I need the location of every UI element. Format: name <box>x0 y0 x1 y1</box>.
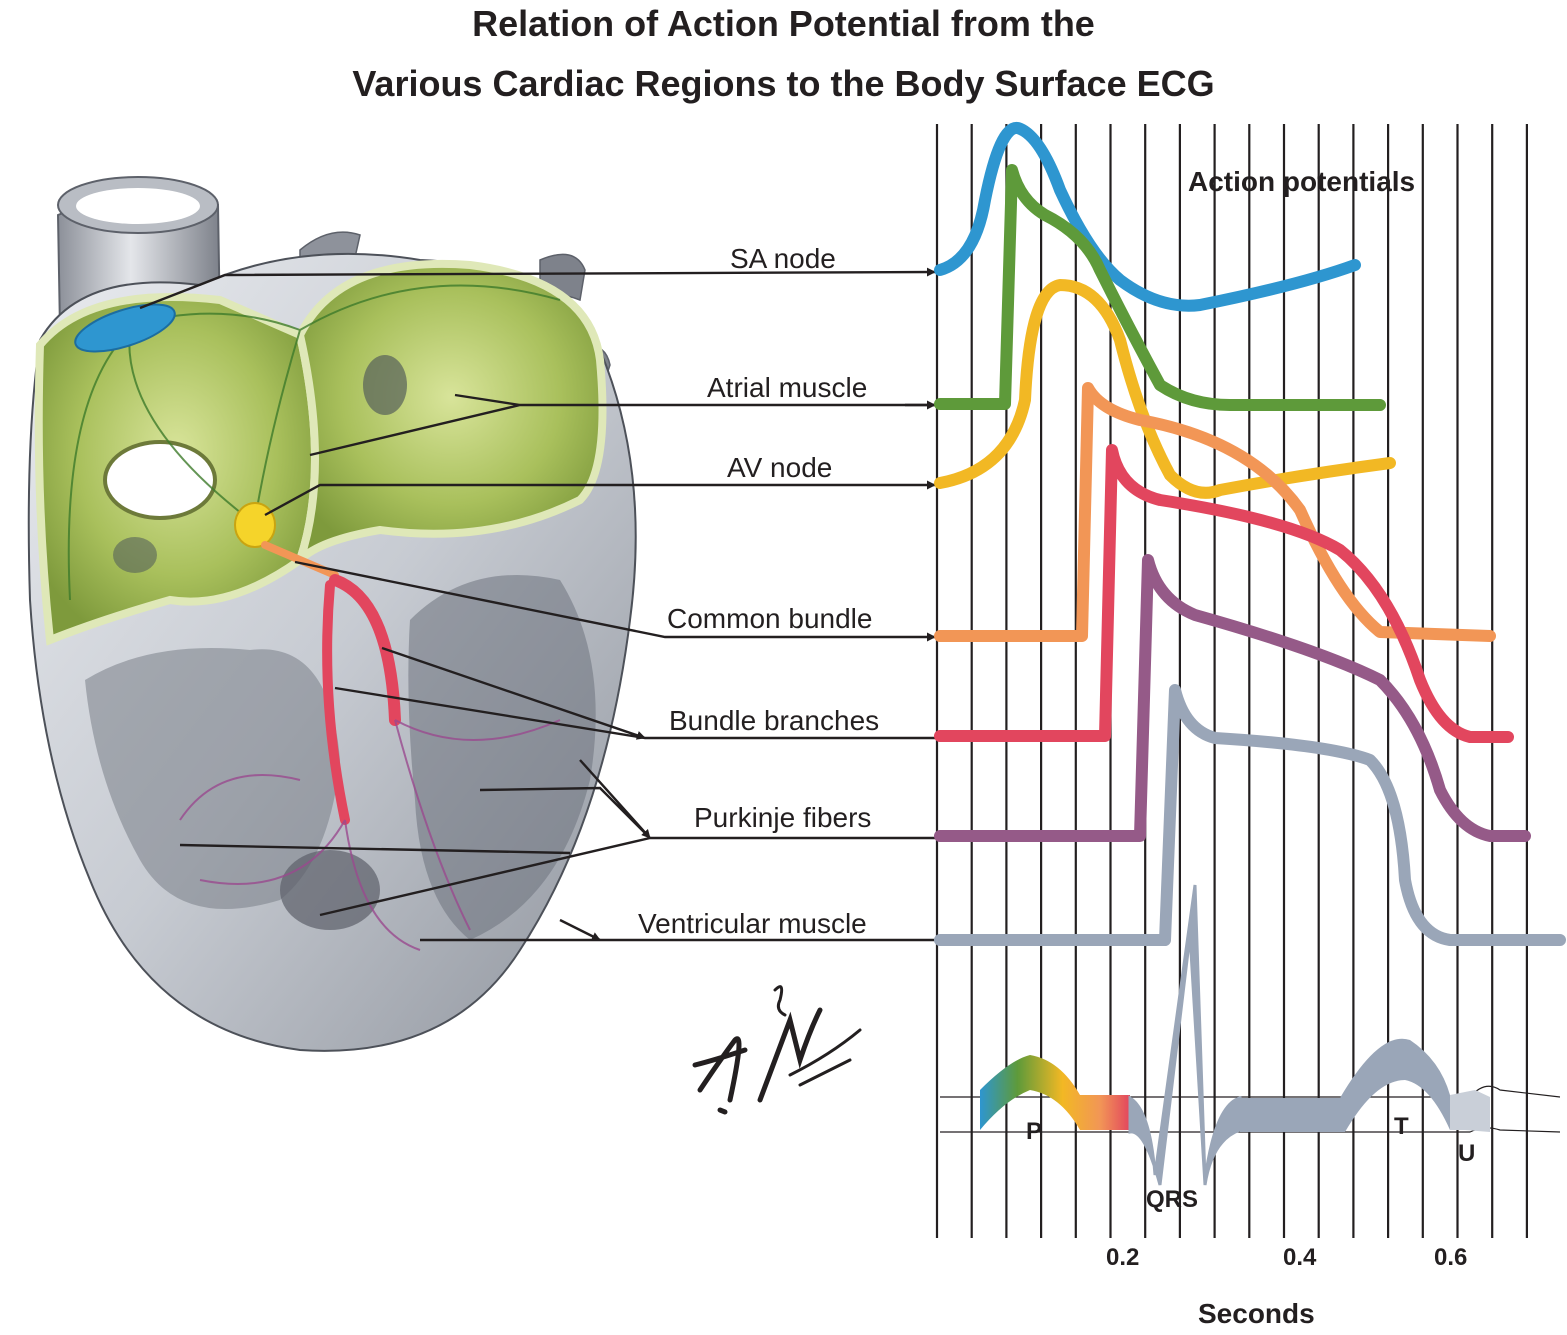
artist-signature <box>692 985 862 1115</box>
ecg-qrs-complex <box>1128 884 1242 1186</box>
right-bundle-branch <box>322 580 350 825</box>
purkinje-network <box>179 719 561 951</box>
axis-tick-label: 0.2 <box>1106 1244 1140 1271</box>
leader-purkinje-fibers <box>179 759 935 917</box>
ecg-label-t: T <box>1394 1113 1409 1140</box>
ecg-label-p: P <box>1026 1118 1043 1145</box>
internodal-tracts <box>67 284 561 601</box>
title-line-2: Various Cardiac Regions to the Body Surf… <box>352 63 1215 104</box>
action-potential-curves <box>934 122 1566 946</box>
leader-ventricular-muscle <box>420 918 935 940</box>
ap-curve-ventricular-muscle <box>934 684 1566 946</box>
ap-curve-atrial-muscle <box>934 164 1386 411</box>
common-bundle <box>261 541 339 579</box>
leader-atrial-muscle <box>309 393 935 457</box>
region-label-purkinje-fibers: Purkinje fibers <box>694 802 872 833</box>
ap-curve-sa-node <box>934 122 1361 312</box>
region-label-ventricular-muscle: Ventricular muscle <box>638 908 867 939</box>
heart-illustration <box>27 176 637 1052</box>
sa-node <box>74 303 176 353</box>
left-ventricle-cavity <box>408 575 596 940</box>
region-label-av-node: AV node <box>727 452 833 483</box>
ecg-label-u: U <box>1458 1140 1476 1167</box>
leader-bundle-branches <box>334 646 935 738</box>
action-potentials-heading: Action potentials <box>1188 166 1416 197</box>
region-label-sa-node: SA node <box>730 243 836 274</box>
region-label-common-bundle: Common bundle <box>667 603 873 634</box>
av-node <box>234 502 276 548</box>
axis-tick-label: 0.6 <box>1434 1244 1468 1271</box>
leader-common-bundle <box>294 560 936 642</box>
axis-tick-label: 0.4 <box>1283 1244 1317 1271</box>
title-line-1: Relation of Action Potential from the <box>472 3 1095 44</box>
atrial-opening <box>103 440 217 520</box>
ap-curve-purkinje-fibers <box>934 554 1531 842</box>
leader-lines <box>139 267 936 940</box>
leader-av-node <box>264 480 936 517</box>
leader-sa-node <box>139 267 936 310</box>
ecg-p-wave <box>980 1055 1130 1130</box>
ecg-u-wave <box>1450 1090 1490 1132</box>
region-label-bundle-branches: Bundle branches <box>669 705 880 736</box>
ap-curve-bundle-branches <box>934 444 1514 743</box>
region-label-atrial-muscle: Atrial muscle <box>707 372 868 403</box>
ecg-label-qrs: QRS <box>1146 1186 1199 1213</box>
ap-curve-common-bundle <box>934 382 1496 642</box>
left-bundle-branch <box>329 574 401 726</box>
right-ventricle-cavity <box>85 648 340 909</box>
ecg-st-segment <box>1240 1038 1450 1132</box>
axis-label-seconds: Seconds <box>1198 1298 1315 1329</box>
surface-ecg <box>940 884 1561 1186</box>
ap-curve-av-node <box>934 279 1396 499</box>
